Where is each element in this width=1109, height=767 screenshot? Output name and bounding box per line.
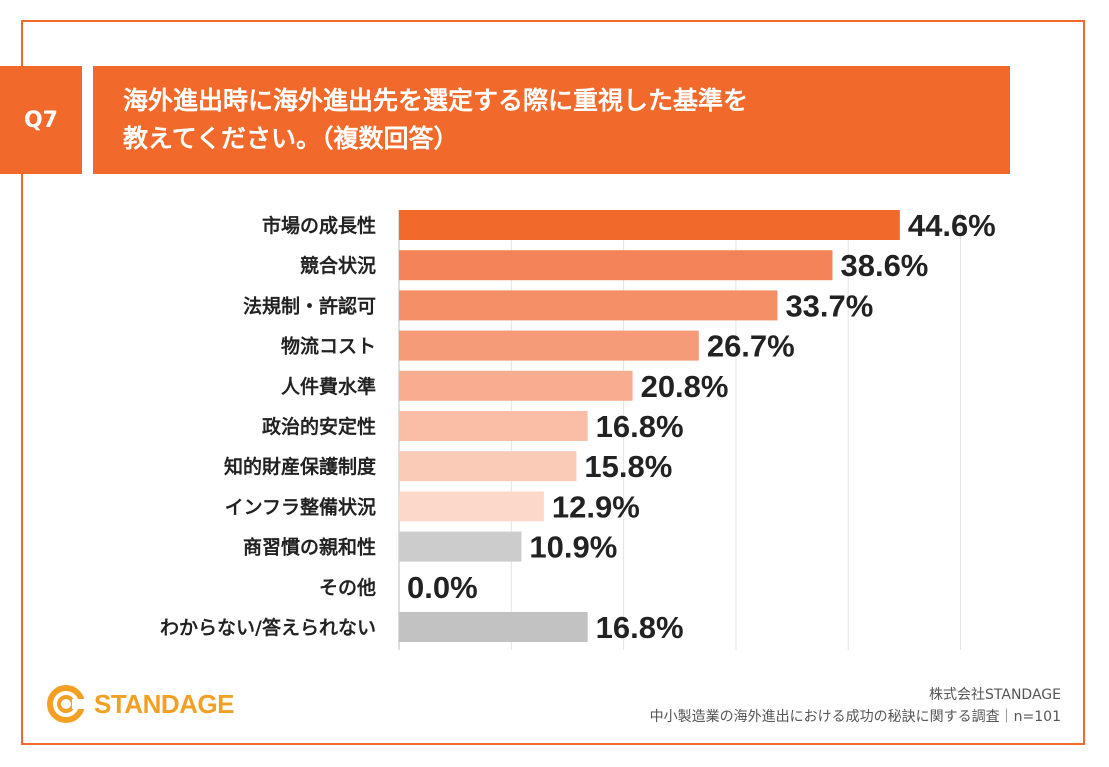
question-number-badge: Q7 bbox=[0, 66, 82, 174]
standage-logo-icon bbox=[47, 685, 86, 723]
value-label: 33.7% bbox=[785, 288, 873, 323]
category-label: 法規制・許認可 bbox=[243, 294, 376, 317]
value-label: 16.8% bbox=[596, 409, 684, 444]
category-label: 人件費水準 bbox=[281, 375, 376, 398]
category-label: 市場の成長性 bbox=[262, 214, 376, 237]
category-label: 商習慣の親和性 bbox=[243, 536, 376, 559]
bar bbox=[399, 531, 522, 562]
footer-source: 中小製造業の海外進出における成功の秘訣に関する調査｜n=101 bbox=[649, 709, 1061, 725]
chart-gridlines bbox=[398, 210, 961, 650]
standage-logo: STANDAGE bbox=[46, 684, 234, 724]
category-label: その他 bbox=[319, 576, 376, 599]
question-number: Q7 bbox=[23, 107, 58, 133]
chart-category-labels: 市場の成長性競合状況法規制・許認可物流コスト人件費水準政治的安定性知的財産保護制… bbox=[160, 214, 377, 639]
value-label: 16.8% bbox=[596, 610, 684, 645]
value-label: 26.7% bbox=[707, 329, 795, 364]
question-title-line2: 教えてください。（複数回答） bbox=[123, 124, 459, 153]
bar bbox=[399, 370, 633, 401]
bar bbox=[399, 612, 588, 642]
bar bbox=[399, 411, 588, 441]
question-banner: 海外進出時に海外進出先を選定する際に重視した基準を 教えてください。（複数回答） bbox=[93, 66, 1010, 174]
value-label: 38.6% bbox=[840, 248, 928, 283]
category-label: インフラ整備状況 bbox=[225, 495, 376, 518]
bar bbox=[399, 290, 778, 321]
bar bbox=[399, 250, 833, 281]
chart-bars bbox=[399, 210, 900, 642]
category-label: 物流コスト bbox=[281, 335, 376, 358]
value-label: 15.8% bbox=[584, 449, 672, 484]
value-label: 10.9% bbox=[529, 530, 617, 565]
footer: 株式会社STANDAGE 中小製造業の海外進出における成功の秘訣に関する調査｜n… bbox=[650, 684, 1061, 728]
category-label: 知的財産保護制度 bbox=[224, 455, 377, 478]
category-label: 政治的安定性 bbox=[262, 415, 376, 438]
value-label: 44.6% bbox=[908, 208, 996, 243]
chart-value-labels: 44.6% 38.6% 33.7% 26.7% 20.8% 16.8% 15.8% 12.9%… bbox=[407, 208, 996, 645]
category-label: 競合状況 bbox=[300, 254, 376, 277]
logo-text: STANDAGE bbox=[94, 688, 234, 719]
bar bbox=[399, 451, 577, 482]
card-frame bbox=[21, 20, 1085, 745]
footer-company: 株式会社STANDAGE bbox=[929, 687, 1061, 703]
bar bbox=[399, 491, 544, 522]
bar bbox=[399, 330, 699, 361]
value-label: 0.0% bbox=[407, 570, 478, 605]
value-label: 12.9% bbox=[552, 489, 640, 524]
value-label: 20.8% bbox=[641, 369, 729, 404]
question-title-line1: 海外進出時に海外進出先を選定する際に重視した基準を bbox=[123, 86, 749, 115]
category-label: わからない/答えられない bbox=[160, 616, 376, 639]
bar bbox=[399, 210, 900, 240]
